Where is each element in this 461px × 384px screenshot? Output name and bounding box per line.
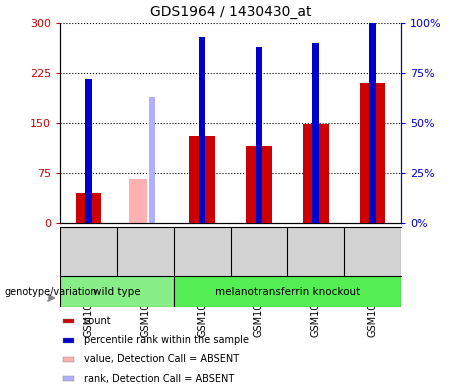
Bar <box>360 83 385 223</box>
Bar <box>130 179 148 223</box>
Text: rank, Detection Call = ABSENT: rank, Detection Call = ABSENT <box>84 374 234 384</box>
Bar <box>255 47 262 223</box>
Bar <box>303 124 329 223</box>
Text: percentile rank within the sample: percentile rank within the sample <box>84 335 249 345</box>
Text: melanotransferrin knockout: melanotransferrin knockout <box>215 287 360 297</box>
Text: genotype/variation: genotype/variation <box>5 287 97 297</box>
Title: GDS1964 / 1430430_at: GDS1964 / 1430430_at <box>150 5 311 19</box>
Bar <box>63 376 74 381</box>
Bar <box>199 37 206 223</box>
Text: value, Detection Call = ABSENT: value, Detection Call = ABSENT <box>84 354 239 364</box>
Bar <box>313 43 319 223</box>
Bar <box>369 0 376 223</box>
Text: wild type: wild type <box>93 287 141 297</box>
Bar <box>60 276 174 307</box>
Bar <box>63 338 74 343</box>
Bar <box>148 97 155 223</box>
Text: count: count <box>84 316 112 326</box>
Bar <box>189 136 215 223</box>
Bar <box>246 146 272 223</box>
Bar <box>174 276 401 307</box>
Bar <box>85 79 92 223</box>
Bar <box>63 319 74 323</box>
Bar <box>63 357 74 362</box>
Bar <box>76 193 101 223</box>
